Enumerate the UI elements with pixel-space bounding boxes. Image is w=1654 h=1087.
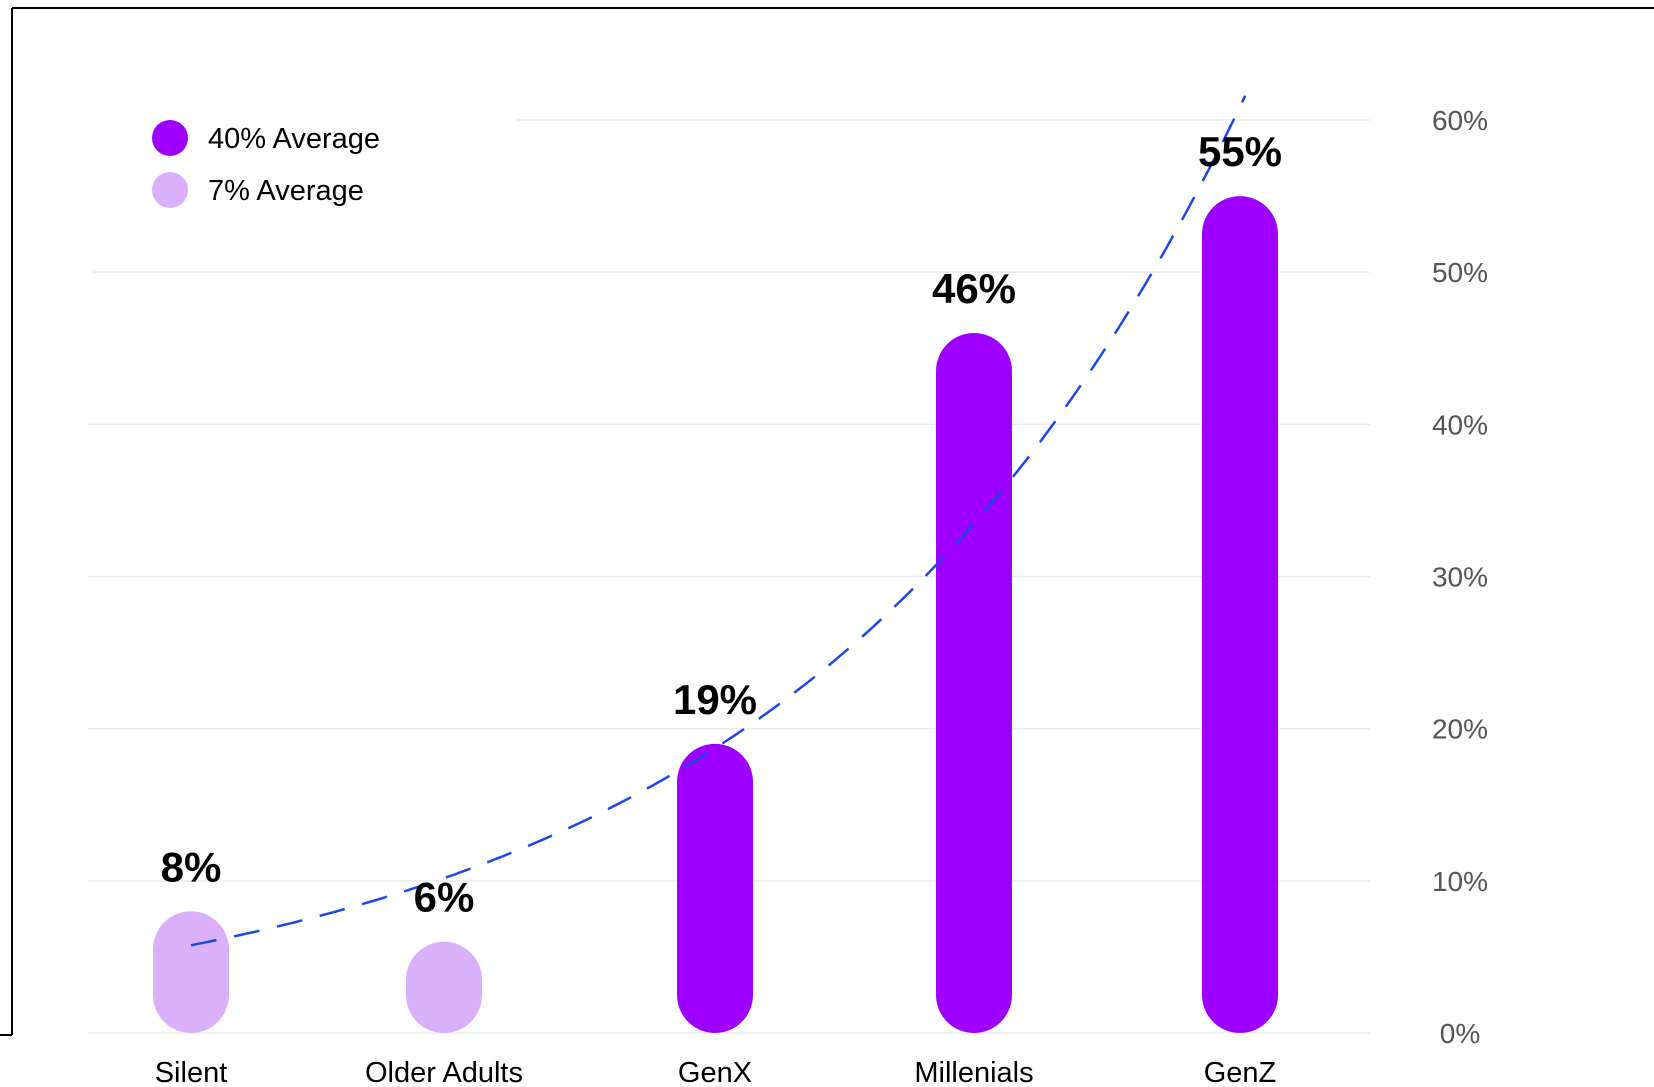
y-tick-label: 60% [1432,105,1488,136]
legend-swatch [152,172,188,208]
bar [936,333,1012,1033]
y-tick-label: 10% [1432,866,1488,897]
bar [153,911,229,1033]
bars [153,196,1278,1034]
y-tick-label: 30% [1432,562,1488,593]
legend: 40% Average 7% Average [152,120,380,208]
trendline [190,95,1247,947]
y-axis-ticks: 0% 10% 20% 30% 40% 50% 60% [1432,105,1488,1049]
y-tick-label: 50% [1432,257,1488,288]
data-label: 6% [414,874,475,921]
category-label: GenX [678,1057,752,1087]
category-label: Millenials [914,1057,1033,1087]
data-label: 8% [161,843,222,890]
legend-label: 7% Average [208,175,364,207]
category-label: Older Adults [365,1057,523,1087]
trendline-path [190,95,1247,947]
y-tick-label: 40% [1432,409,1488,440]
bar [677,743,753,1033]
category-label: Silent [155,1057,228,1087]
y-tick-label: 0% [1440,1018,1480,1049]
data-label: 55% [1198,128,1282,175]
bar [406,941,482,1033]
legend-swatch [152,120,188,156]
category-label: GenZ [1204,1057,1277,1087]
bar [1202,196,1278,1034]
x-axis-labels: Silent Older Adults GenX Millenials GenZ [155,1057,1277,1087]
data-labels: 8% 6% 19% 46% 55% [161,128,1282,921]
legend-label: 40% Average [208,123,380,155]
y-tick-label: 20% [1432,714,1488,745]
data-label: 19% [673,676,757,723]
chart-frame [0,7,1654,1036]
data-label: 46% [932,265,1016,312]
